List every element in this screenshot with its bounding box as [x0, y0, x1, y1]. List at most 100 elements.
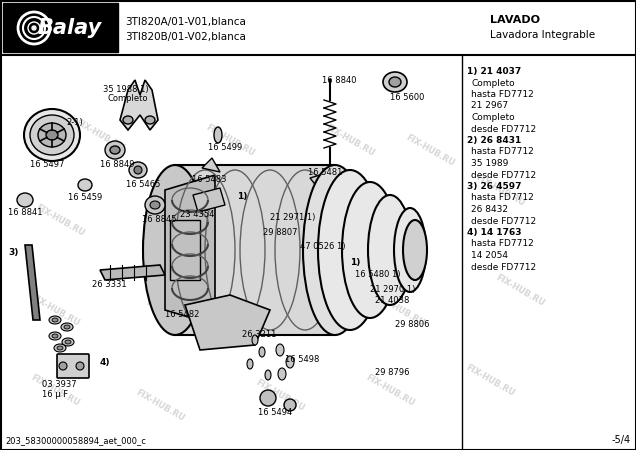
Text: Lavadora Integrable: Lavadora Integrable — [490, 30, 595, 40]
Ellipse shape — [276, 344, 284, 356]
Text: desde FD7712: desde FD7712 — [471, 216, 536, 225]
Ellipse shape — [38, 123, 66, 147]
Text: 16 5483: 16 5483 — [192, 175, 226, 184]
Ellipse shape — [383, 72, 407, 92]
Text: 21 2970 1): 21 2970 1) — [370, 285, 415, 294]
Text: FIX-HUB.RU: FIX-HUB.RU — [404, 132, 456, 167]
Text: hasta FD7712: hasta FD7712 — [471, 148, 534, 157]
Text: 16 5497: 16 5497 — [30, 160, 64, 169]
Text: FIX-HUB.RU: FIX-HUB.RU — [29, 292, 81, 328]
Text: 1): 1) — [350, 258, 361, 267]
Ellipse shape — [76, 362, 84, 370]
Ellipse shape — [61, 323, 73, 331]
Ellipse shape — [145, 196, 165, 214]
Bar — [175, 165, 335, 335]
Ellipse shape — [145, 116, 155, 124]
Text: 26 3211: 26 3211 — [242, 330, 277, 339]
Text: 3TI820B/01-V02,blanca: 3TI820B/01-V02,blanca — [125, 32, 246, 42]
Ellipse shape — [394, 208, 426, 292]
Ellipse shape — [134, 166, 142, 174]
Text: Completo: Completo — [107, 94, 148, 103]
Text: Completo: Completo — [471, 113, 515, 122]
Ellipse shape — [143, 165, 207, 335]
Text: FIX-HUB.RU: FIX-HUB.RU — [144, 297, 196, 333]
Ellipse shape — [57, 346, 63, 350]
Ellipse shape — [17, 193, 33, 207]
Text: FIX-HUB.RU: FIX-HUB.RU — [494, 272, 546, 307]
Ellipse shape — [318, 170, 382, 330]
Text: 16 5498: 16 5498 — [285, 355, 319, 364]
Ellipse shape — [46, 130, 58, 140]
Text: FIX-HUB.RU: FIX-HUB.RU — [34, 202, 86, 238]
Text: FIX-HUB.RU: FIX-HUB.RU — [274, 288, 326, 323]
Ellipse shape — [342, 182, 398, 318]
Text: Balay: Balay — [38, 18, 102, 38]
Ellipse shape — [129, 162, 147, 178]
Text: 16 8849: 16 8849 — [100, 160, 134, 169]
Ellipse shape — [278, 368, 286, 380]
Text: 16 8841: 16 8841 — [8, 208, 43, 217]
Ellipse shape — [389, 77, 401, 87]
Ellipse shape — [64, 325, 70, 329]
Text: 23 4354: 23 4354 — [180, 210, 214, 219]
Text: 16 5480 1): 16 5480 1) — [355, 270, 401, 279]
Text: 3) 26 4597: 3) 26 4597 — [467, 182, 522, 191]
Ellipse shape — [259, 347, 265, 357]
Text: 47 0526 1): 47 0526 1) — [300, 242, 345, 251]
Text: desde FD7712: desde FD7712 — [471, 125, 536, 134]
Text: 16 8845: 16 8845 — [142, 215, 177, 224]
Polygon shape — [120, 80, 158, 130]
Ellipse shape — [260, 390, 276, 406]
Ellipse shape — [78, 179, 92, 191]
Text: FIX-HUB.RU: FIX-HUB.RU — [464, 362, 516, 397]
Text: 29 8807: 29 8807 — [263, 228, 298, 237]
Text: FIX-HUB.RU: FIX-HUB.RU — [274, 202, 326, 238]
Text: 16 5459: 16 5459 — [68, 193, 102, 202]
Text: FIX-HUB.RU: FIX-HUB.RU — [374, 292, 426, 328]
Text: 16 μ F: 16 μ F — [42, 390, 68, 399]
Text: 03 3937: 03 3937 — [42, 380, 76, 389]
Text: 3): 3) — [8, 248, 18, 257]
Ellipse shape — [265, 370, 271, 380]
Ellipse shape — [286, 356, 294, 368]
Ellipse shape — [123, 116, 133, 124]
Text: FIX-HUB.RU: FIX-HUB.RU — [204, 122, 256, 158]
Text: 16 5499: 16 5499 — [208, 143, 242, 152]
Text: 21 2967: 21 2967 — [471, 102, 508, 111]
Polygon shape — [100, 265, 165, 280]
Text: 35 1988 1): 35 1988 1) — [103, 85, 149, 94]
Text: 35 1989: 35 1989 — [471, 159, 508, 168]
Text: 26 3331: 26 3331 — [92, 280, 127, 289]
Text: 2) 26 8431: 2) 26 8431 — [467, 136, 522, 145]
Ellipse shape — [54, 344, 66, 352]
Text: FIX-HUB.RU: FIX-HUB.RU — [364, 373, 416, 408]
Text: 16 5481: 16 5481 — [308, 168, 342, 177]
Text: 21 4038: 21 4038 — [375, 296, 410, 305]
Ellipse shape — [110, 146, 120, 154]
Text: 1) 21 4037: 1) 21 4037 — [467, 67, 522, 76]
Ellipse shape — [252, 335, 258, 345]
Text: FIX-HUB.RU: FIX-HUB.RU — [324, 122, 376, 158]
Ellipse shape — [284, 399, 296, 411]
Text: 16 5494: 16 5494 — [258, 408, 293, 417]
Text: 4): 4) — [100, 358, 111, 367]
FancyBboxPatch shape — [57, 354, 89, 378]
Text: 14 2054: 14 2054 — [471, 251, 508, 260]
Bar — [170, 220, 200, 280]
Ellipse shape — [214, 127, 222, 143]
Text: 1): 1) — [237, 192, 247, 201]
Text: 29 8806: 29 8806 — [395, 320, 429, 329]
Text: 203_58300000058894_aet_000_c: 203_58300000058894_aet_000_c — [5, 436, 146, 445]
Text: desde FD7712: desde FD7712 — [471, 171, 536, 180]
Text: 3TI820A/01-V01,blanca: 3TI820A/01-V01,blanca — [125, 17, 246, 27]
Ellipse shape — [59, 362, 67, 370]
Text: 16 5482: 16 5482 — [165, 310, 199, 319]
Ellipse shape — [247, 359, 253, 369]
Polygon shape — [202, 158, 220, 172]
Text: 29 8796: 29 8796 — [375, 368, 410, 377]
Text: LAVADO: LAVADO — [490, 15, 540, 25]
Polygon shape — [165, 175, 215, 325]
Ellipse shape — [30, 115, 74, 155]
Ellipse shape — [52, 318, 58, 322]
Text: FIX-HUB.RU: FIX-HUB.RU — [134, 387, 186, 423]
